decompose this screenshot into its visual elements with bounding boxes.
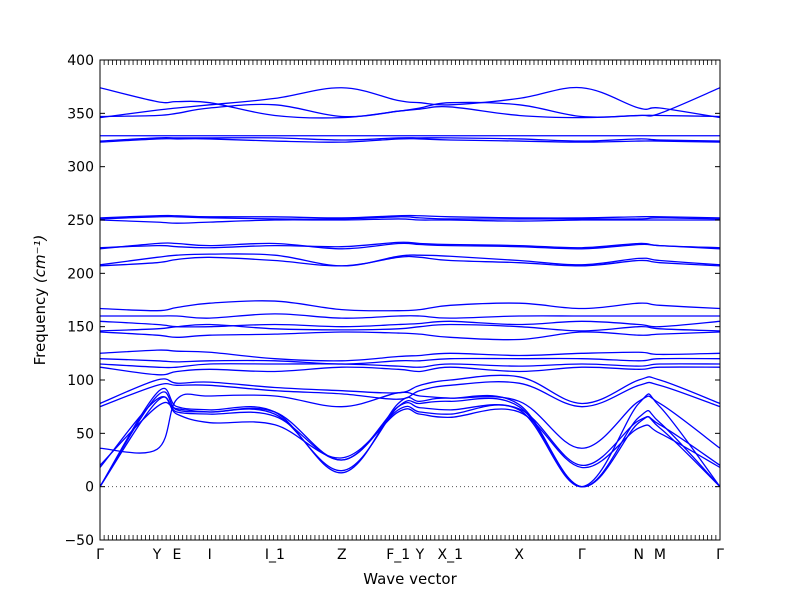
band-line-15 bbox=[100, 320, 720, 328]
band-line-6 bbox=[100, 391, 720, 454]
x-tick-label: I_1 bbox=[265, 547, 285, 563]
band-series-group bbox=[100, 86, 720, 488]
x-axis-ticks: Γ Y E I I_1 Z F_1 Y X_1 X Γ N M Γ bbox=[96, 60, 724, 563]
y-axis-label-text: Frequency bbox=[31, 288, 49, 366]
x-tick-label: I bbox=[208, 547, 212, 563]
y-tick-label: 50 bbox=[76, 426, 94, 442]
band-line-23 bbox=[100, 215, 720, 220]
band-line-26 bbox=[100, 136, 720, 142]
band-line-21 bbox=[100, 241, 720, 249]
band-line-4 bbox=[100, 396, 720, 469]
band-line-5 bbox=[100, 401, 720, 466]
y-axis-ticks: −50 0 50 100 150 200 250 300 350 400 bbox=[64, 53, 720, 549]
x-tick-label: Γ bbox=[716, 547, 724, 563]
y-axis-label: Frequency (cm⁻¹) bbox=[31, 235, 49, 366]
band-line-24 bbox=[100, 214, 720, 219]
x-tick-label: Γ bbox=[96, 547, 104, 563]
x-tick-label: X_1 bbox=[438, 547, 464, 563]
axes-box bbox=[99, 59, 721, 541]
plot-frame bbox=[99, 59, 721, 541]
band-line-16 bbox=[100, 313, 720, 319]
y-tick-label: 250 bbox=[67, 213, 94, 229]
y-tick-label: 300 bbox=[67, 160, 94, 176]
x-tick-label: Y bbox=[152, 547, 162, 563]
band-line-14 bbox=[100, 323, 720, 332]
x-tick-label: Γ bbox=[578, 547, 586, 563]
band-line-13 bbox=[100, 331, 720, 341]
y-tick-label: 350 bbox=[67, 106, 94, 122]
band-line-9 bbox=[100, 366, 720, 376]
band-line-7 bbox=[100, 381, 720, 408]
x-tick-label: E bbox=[172, 547, 181, 563]
x-tick-label: X bbox=[514, 547, 524, 563]
x-tick-label: F_1 bbox=[386, 547, 410, 563]
band-line-8 bbox=[100, 374, 720, 405]
band-line-12 bbox=[100, 349, 720, 362]
band-line-18 bbox=[100, 255, 720, 267]
x-tick-label: Z bbox=[337, 547, 347, 563]
band-line-25 bbox=[100, 137, 720, 143]
band-line-17 bbox=[100, 300, 720, 312]
band-line-11 bbox=[100, 357, 720, 365]
x-axis-label: Wave vector bbox=[363, 570, 457, 588]
y-tick-label: −50 bbox=[64, 533, 94, 549]
band-line-28 bbox=[100, 86, 720, 119]
band-line-1 bbox=[100, 391, 720, 488]
band-line-20 bbox=[100, 242, 720, 250]
y-axis-label-unit: (cm⁻¹) bbox=[31, 235, 49, 284]
band-line-10 bbox=[100, 363, 720, 369]
y-tick-label: 150 bbox=[67, 320, 94, 336]
x-tick-label: M bbox=[654, 547, 666, 563]
band-line-3 bbox=[100, 393, 720, 488]
band-line-22 bbox=[100, 218, 720, 224]
x-tick-label: Y bbox=[415, 547, 425, 563]
y-tick-label: 0 bbox=[85, 480, 94, 496]
y-tick-label: 200 bbox=[67, 266, 94, 282]
band-line-19 bbox=[100, 253, 720, 267]
y-tick-label: 400 bbox=[67, 53, 94, 69]
x-tick-label: N bbox=[634, 547, 644, 563]
y-tick-label: 100 bbox=[67, 373, 94, 389]
band-line-30 bbox=[100, 87, 720, 119]
